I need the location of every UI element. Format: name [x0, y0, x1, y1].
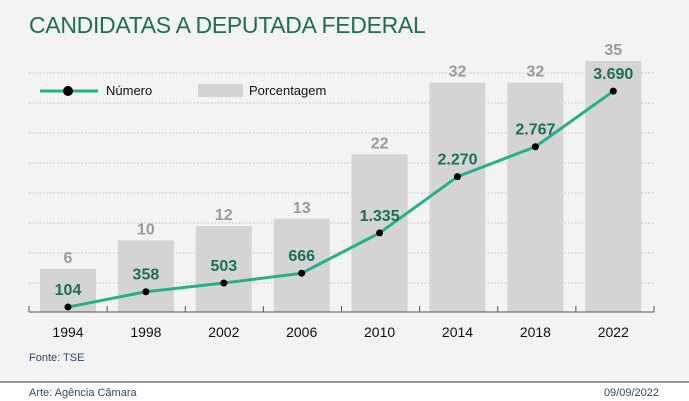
chart-svg: 6 1994 10 1998 12 2002 13 2006 22 2010 32 2014 32 201…	[28, 42, 655, 340]
x-tick-label-2022: 2022	[598, 324, 629, 340]
legend-label-numero: Número	[106, 83, 152, 98]
legend-label-porcentagem: Porcentagem	[249, 83, 326, 98]
bar-2022	[585, 61, 642, 312]
point-2022	[609, 87, 617, 95]
point-label-2018: 2.767	[515, 122, 555, 139]
bar-label-2022: 35	[604, 42, 622, 59]
date-label: 09/09/2022	[603, 387, 659, 399]
point-2010	[376, 229, 384, 237]
x-tick-label-1998: 1998	[130, 324, 161, 340]
legend-marker-icon	[63, 86, 73, 96]
bar-label-2014: 32	[449, 64, 467, 81]
x-tick-label-2018: 2018	[520, 324, 551, 340]
bar-1998	[117, 240, 174, 312]
x-tick-label-2002: 2002	[208, 324, 239, 340]
x-tick-label-2010: 2010	[364, 324, 395, 340]
point-label-2014: 2.270	[437, 152, 477, 169]
bar-label-2018: 32	[527, 64, 545, 81]
bar-label-2006: 13	[293, 200, 311, 217]
point-1994	[64, 303, 72, 311]
point-2018	[531, 143, 539, 151]
x-tick-label-2006: 2006	[286, 324, 317, 340]
bar-label-1998: 10	[137, 221, 155, 238]
bar-label-1994: 6	[64, 250, 73, 267]
point-2002	[220, 279, 228, 287]
line-numero	[67, 89, 615, 309]
point-2006	[298, 269, 306, 277]
point-label-1998: 358	[133, 267, 160, 284]
bar-2006	[273, 218, 330, 312]
source-note: Fonte: TSE	[29, 352, 85, 364]
point-label-1994: 104	[55, 282, 82, 299]
point-label-2006: 666	[288, 248, 315, 265]
point-2014	[454, 173, 461, 181]
bar-label-2010: 22	[371, 135, 389, 152]
chart-panel: CANDIDATAS A DEPUTADA FEDERAL 6 1994 10 199…	[0, 0, 689, 383]
point-label-2010: 1.335	[360, 208, 400, 225]
credit-note: Arte: Agência Câmara	[29, 387, 137, 399]
bar-2018	[507, 82, 564, 312]
bar-label-2002: 12	[215, 207, 233, 224]
bar-2014	[429, 82, 486, 312]
x-tick-label-1994: 1994	[52, 324, 83, 340]
x-tick-label-2014: 2014	[442, 324, 473, 340]
legend-bar-icon	[198, 84, 243, 97]
bar-2002	[195, 225, 252, 312]
chart-title: CANDIDATAS A DEPUTADA FEDERAL	[29, 12, 426, 38]
point-label-2022: 3.690	[593, 66, 633, 83]
point-1998	[142, 288, 150, 296]
point-label-2002: 503	[210, 258, 237, 275]
